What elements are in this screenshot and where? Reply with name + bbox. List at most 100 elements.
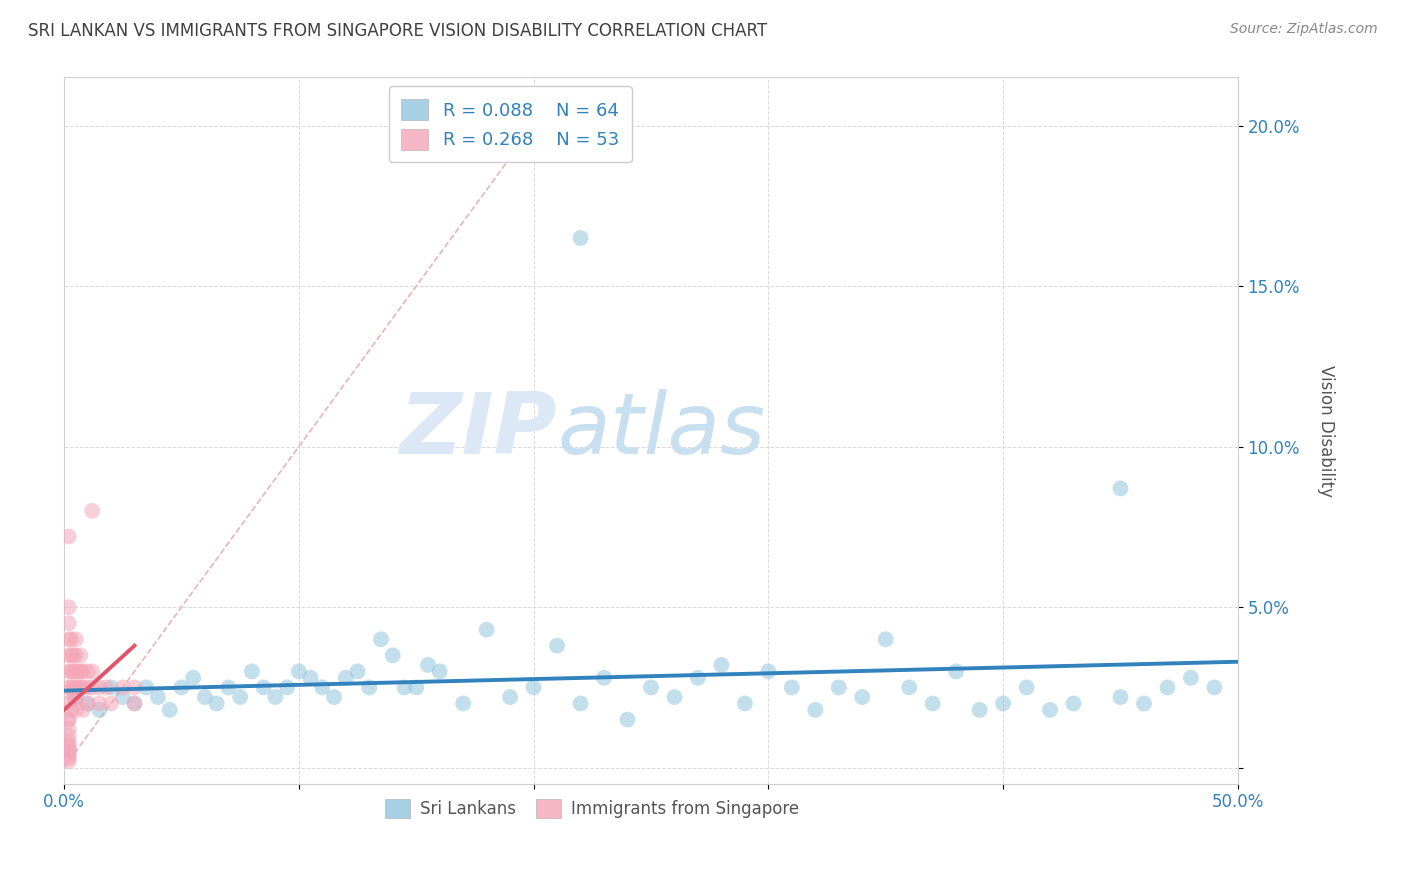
Point <box>734 697 756 711</box>
Point <box>170 681 193 695</box>
Point <box>1015 681 1038 695</box>
Point <box>60 665 83 679</box>
Point <box>60 681 83 695</box>
Point <box>451 697 474 711</box>
Point <box>240 665 263 679</box>
Point <box>217 681 239 695</box>
Point <box>58 722 80 736</box>
Point <box>146 690 169 704</box>
Point <box>381 648 404 663</box>
Point <box>194 690 217 704</box>
Point <box>370 632 392 647</box>
Point <box>58 751 80 765</box>
Point <box>89 697 111 711</box>
Point <box>89 703 111 717</box>
Point <box>828 681 851 695</box>
Text: atlas: atlas <box>557 389 765 472</box>
Point <box>569 697 592 711</box>
Point <box>546 639 568 653</box>
Point <box>67 665 90 679</box>
Point <box>82 681 104 695</box>
Point <box>96 681 118 695</box>
Point <box>58 529 80 543</box>
Point <box>124 697 146 711</box>
Point <box>58 648 80 663</box>
Point <box>82 504 104 518</box>
Point <box>82 665 104 679</box>
Point <box>804 703 827 717</box>
Point <box>710 657 733 672</box>
Point <box>62 648 84 663</box>
Point <box>1204 681 1226 695</box>
Point <box>65 632 87 647</box>
Point <box>72 681 94 695</box>
Point <box>58 713 80 727</box>
Point <box>135 681 157 695</box>
Point <box>921 697 943 711</box>
Point <box>65 690 87 704</box>
Point <box>1063 697 1085 711</box>
Point <box>69 665 91 679</box>
Point <box>124 697 146 711</box>
Point <box>67 681 90 695</box>
Text: SRI LANKAN VS IMMIGRANTS FROM SINGAPORE VISION DISABILITY CORRELATION CHART: SRI LANKAN VS IMMIGRANTS FROM SINGAPORE … <box>28 22 768 40</box>
Point <box>593 671 616 685</box>
Point <box>58 738 80 752</box>
Point <box>1133 697 1156 711</box>
Point <box>323 690 346 704</box>
Point <box>1039 703 1062 717</box>
Point <box>898 681 921 695</box>
Point <box>65 690 87 704</box>
Point <box>499 690 522 704</box>
Point <box>640 681 662 695</box>
Point <box>58 681 80 695</box>
Point <box>58 754 80 768</box>
Point <box>229 690 252 704</box>
Point <box>58 729 80 743</box>
Point <box>58 747 80 762</box>
Point <box>875 632 897 647</box>
Point <box>72 703 94 717</box>
Point <box>616 713 638 727</box>
Point <box>969 703 991 717</box>
Point <box>288 665 311 679</box>
Point <box>65 703 87 717</box>
Point <box>1109 482 1132 496</box>
Point <box>76 665 98 679</box>
Point <box>76 697 98 711</box>
Point <box>62 681 84 695</box>
Point <box>62 665 84 679</box>
Point <box>945 665 967 679</box>
Point <box>124 681 146 695</box>
Point <box>664 690 686 704</box>
Point <box>111 681 134 695</box>
Point <box>475 623 498 637</box>
Point <box>264 690 287 704</box>
Point <box>335 671 357 685</box>
Point <box>69 681 91 695</box>
Point <box>58 665 80 679</box>
Point <box>58 697 80 711</box>
Y-axis label: Vision Disability: Vision Disability <box>1317 365 1334 497</box>
Point <box>62 690 84 704</box>
Point <box>58 713 80 727</box>
Point <box>58 745 80 759</box>
Point <box>72 665 94 679</box>
Point <box>58 632 80 647</box>
Point <box>851 690 873 704</box>
Point <box>780 681 803 695</box>
Point <box>569 231 592 245</box>
Point <box>429 665 451 679</box>
Point <box>1180 671 1202 685</box>
Point <box>65 665 87 679</box>
Point <box>100 681 122 695</box>
Point <box>76 697 98 711</box>
Text: Source: ZipAtlas.com: Source: ZipAtlas.com <box>1230 22 1378 37</box>
Point <box>416 657 439 672</box>
Point <box>252 681 274 695</box>
Legend: Sri Lankans, Immigrants from Singapore: Sri Lankans, Immigrants from Singapore <box>378 792 806 825</box>
Point <box>523 681 546 695</box>
Point <box>1156 681 1178 695</box>
Point <box>405 681 427 695</box>
Point <box>100 697 122 711</box>
